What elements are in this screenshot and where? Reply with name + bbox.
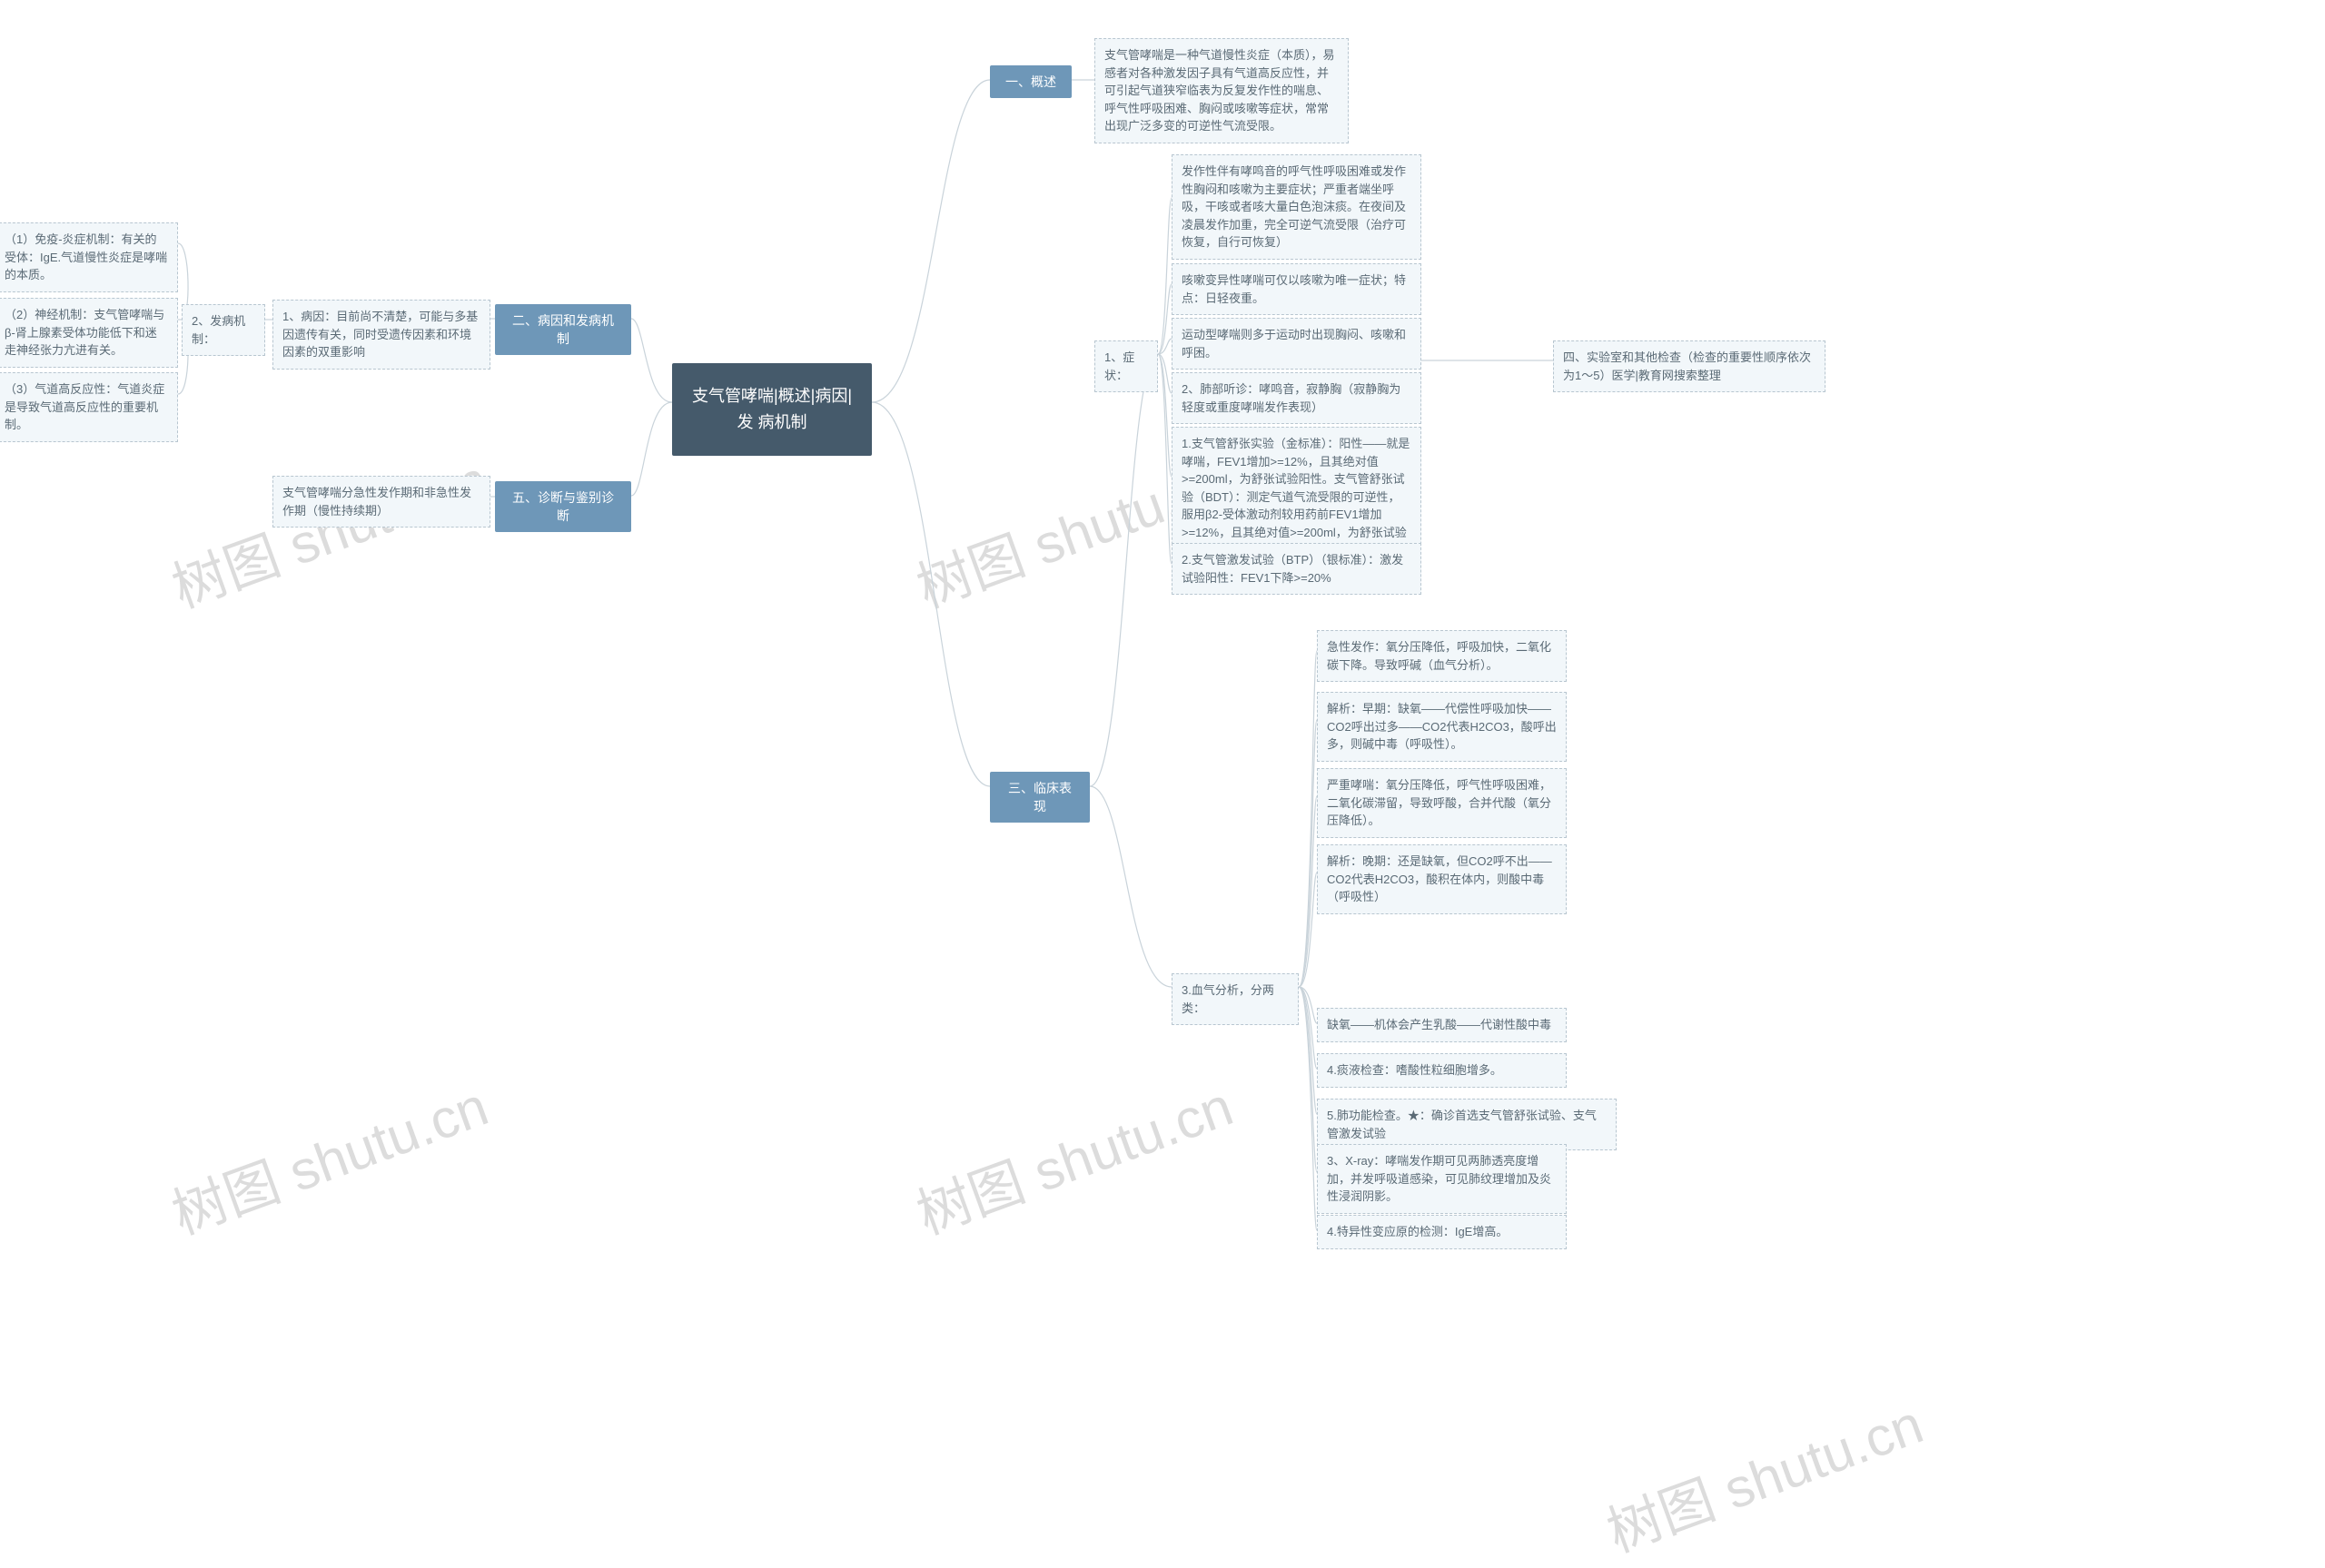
node-cause: 1、病因：目前尚不清楚，可能与多基因遗传有关，同时受遗传因素和环境因素的双重影响 [272, 300, 490, 370]
connector [1158, 284, 1172, 354]
node-gas-label: 3.血气分析，分两类： [1172, 973, 1299, 1025]
node-mech-2: （2）神经机制：支气管哮喘与β-肾上腺素受体功能低下和迷走神经张力亢进有关。 [0, 298, 178, 368]
connector [1299, 987, 1317, 1069]
connector-layer [0, 0, 2325, 1568]
connector [631, 319, 672, 402]
connector [1299, 987, 1317, 1230]
connector [1090, 786, 1172, 987]
node-gas-7: 5.肺功能检查。★：确诊首选支气管舒张试验、支气管激发试验 [1317, 1099, 1617, 1150]
connector [872, 402, 990, 786]
node-sym-6: 2.支气管激发试验（BTP）（银标准）：激发试验阳性：FEV1下降>=20% [1172, 543, 1421, 595]
node-sym-1: 发作性伴有哮鸣音的呼气性呼吸困难或发作性胸闷和咳嗽为主要症状；严重者端坐呼吸，干… [1172, 154, 1421, 260]
connector [1299, 873, 1317, 987]
connector [1299, 987, 1317, 1172]
connector [1299, 796, 1317, 987]
node-gas-2: 解析：早期：缺氧——代偿性呼吸加快——CO2呼出过多——CO2代表H2CO3，酸… [1317, 692, 1567, 762]
section-overview: 一、概述 [990, 65, 1072, 98]
section-diagnosis: 五、诊断与鉴别诊断 [495, 481, 631, 532]
node-gas-6: 4.痰液检查：嗜酸性粒细胞增多。 [1317, 1053, 1567, 1088]
connector [1299, 987, 1317, 1114]
connector [1158, 354, 1172, 393]
node-gas-1: 急性发作：氧分压降低，呼吸加快，二氧化碳下降。导致呼碱（血气分析）。 [1317, 630, 1567, 682]
node-sym-3: 运动型哮喘则多于运动时出现胸闷、咳嗽和呼困。 [1172, 318, 1421, 370]
section-clinical: 三、临床表现 [990, 772, 1090, 823]
node-sym-2: 咳嗽变异性哮喘可仅以咳嗽为唯一症状；特点：日轻夜重。 [1172, 263, 1421, 315]
connector [872, 80, 990, 402]
node-mech-3: （3）气道高反应性：气道炎症是导致气道高反应性的重要机制。 [0, 372, 178, 442]
node-gas-3: 严重哮喘：氧分压降低，呼气性呼吸困难，二氧化碳滞留，导致呼酸，合并代酸（氧分压降… [1317, 768, 1567, 838]
connector [1158, 339, 1172, 354]
node-gas-8: 3、X-ray：哮喘发作期可见两肺透亮度增加，并发呼吸道感染，可见肺纹理增加及炎… [1317, 1144, 1567, 1214]
root-node: 支气管哮喘|概述|病因|发 病机制 [672, 363, 872, 456]
section-etiology: 二、病因和发病机制 [495, 304, 631, 355]
connector [1299, 987, 1317, 1023]
connector [1158, 354, 1172, 564]
watermark: 树图 shutu.cn [1595, 1380, 1932, 1567]
connector [631, 402, 672, 496]
connector [1299, 720, 1317, 987]
node-gas-4: 解析：晚期：还是缺氧，但CO2呼不出——CO2代表H2CO3，酸积在体内，则酸中… [1317, 844, 1567, 914]
connector [1090, 354, 1158, 786]
node-gas-5: 缺氧——机体会产生乳酸——代谢性酸中毒 [1317, 1008, 1567, 1042]
watermark: 树图 shutu.cn [905, 1062, 1242, 1249]
node-gas-9: 4.特异性变应原的检测：IgE增高。 [1317, 1215, 1567, 1249]
node-overview: 支气管哮喘是一种气道慢性炎症（本质），易感者对各种激发因子具有气道高反应性，并可… [1094, 38, 1349, 143]
section-lab: 四、实验室和其他检查（检查的重要性顺序依次为1～5）医学|教育网搜索整理 [1553, 340, 1825, 392]
watermark: 树图 shutu.cn [160, 436, 497, 623]
connector [1158, 354, 1172, 477]
node-sym-4: 2、肺部听诊：哮鸣音，寂静胸（寂静胸为轻度或重度哮喘发作表现） [1172, 372, 1421, 424]
node-mech-label: 2、发病机制： [182, 304, 265, 356]
node-mech-1: （1）免疫-炎症机制：有关的受体：IgE.气道慢性炎症是哮喘的本质。 [0, 222, 178, 292]
watermark: 树图 shutu.cn [160, 1062, 497, 1249]
connector [1299, 651, 1317, 987]
node-sym-label: 1、症状： [1094, 340, 1158, 392]
node-diag-ch: 支气管哮喘分急性发作期和非急性发作期（慢性持续期） [272, 476, 490, 528]
connector [1158, 198, 1172, 354]
